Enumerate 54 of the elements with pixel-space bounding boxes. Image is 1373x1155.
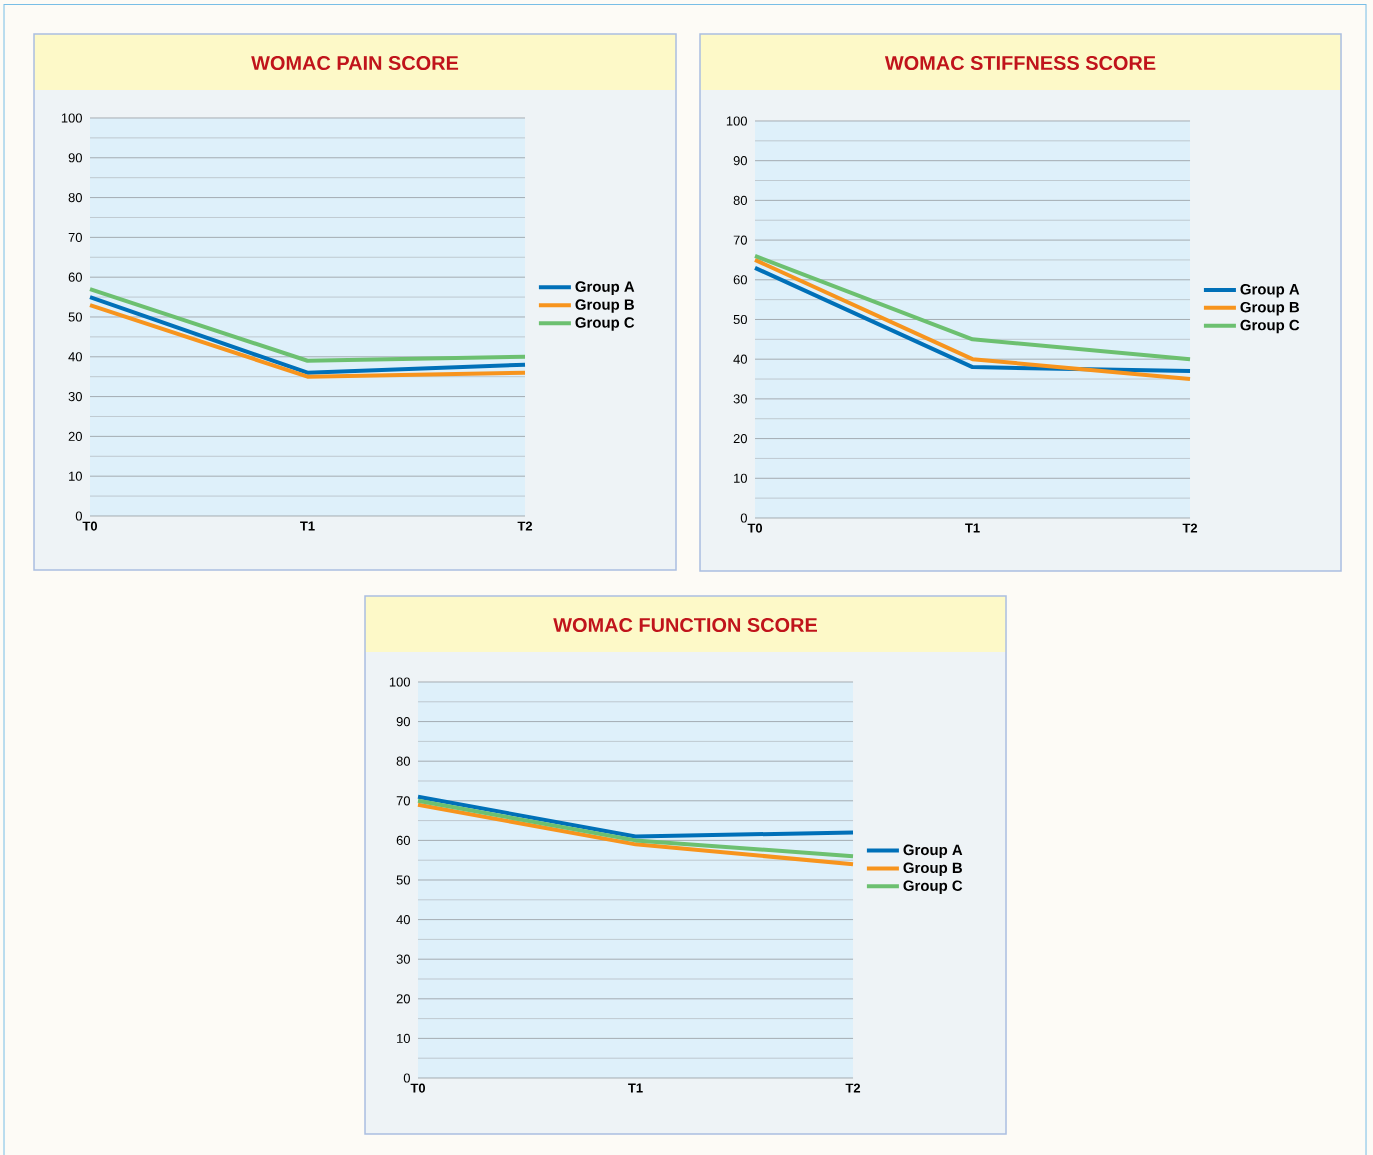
y-tick-label: 0 xyxy=(740,513,747,523)
y-tick-label: 40 xyxy=(733,354,747,364)
y-tick-label: 50 xyxy=(733,314,747,325)
y-tick-label: 0 xyxy=(75,511,82,521)
y-tick-label: 50 xyxy=(68,312,82,322)
y-tick-label: 30 xyxy=(396,954,410,964)
y-tick-label: 100 xyxy=(61,113,82,123)
x-tick-label: T2 xyxy=(517,521,533,531)
x-tick-label: T1 xyxy=(628,1083,643,1093)
y-tick-label: 20 xyxy=(396,994,410,1004)
x-tick-label: T1 xyxy=(965,523,980,533)
y-tick-label: 40 xyxy=(68,352,82,362)
legend-label: Group B xyxy=(903,862,962,877)
y-tick-label: 70 xyxy=(396,796,410,806)
y-tick-label: 10 xyxy=(734,473,747,483)
x-tick-label: T1 xyxy=(300,521,315,531)
legend-label: Group A xyxy=(1240,283,1300,298)
legend-label: Group B xyxy=(575,299,634,313)
legend-label: Group C xyxy=(903,880,963,894)
y-tick-label: 80 xyxy=(68,192,82,203)
legend-label: Group B xyxy=(1240,301,1299,316)
y-tick-label: 80 xyxy=(396,756,410,766)
y-tick-label: 100 xyxy=(726,116,747,126)
y-tick-label: 0 xyxy=(403,1073,410,1083)
x-tick-label: T2 xyxy=(1182,523,1198,533)
legend-label: Group C xyxy=(1240,319,1300,334)
y-tick-label: 90 xyxy=(396,717,410,727)
x-tick-label: T0 xyxy=(410,1083,426,1093)
y-tick-label: 60 xyxy=(733,275,747,285)
legend-label: Group C xyxy=(575,317,635,331)
chart-title: WOMAC FUNCTION SCORE xyxy=(553,617,817,633)
legend-label: Group A xyxy=(575,281,635,295)
legend-label: Group A xyxy=(903,844,963,859)
y-tick-label: 60 xyxy=(68,272,82,282)
x-tick-label: T2 xyxy=(845,1083,861,1093)
x-tick-label: T0 xyxy=(747,523,763,533)
y-tick-label: 70 xyxy=(733,235,747,245)
y-tick-label: 70 xyxy=(68,232,82,242)
y-tick-label: 60 xyxy=(396,835,410,845)
y-tick-label: 100 xyxy=(389,677,410,687)
y-tick-label: 40 xyxy=(396,915,410,925)
y-tick-label: 30 xyxy=(68,392,82,402)
y-tick-label: 20 xyxy=(733,434,747,444)
y-tick-label: 10 xyxy=(397,1033,410,1043)
y-tick-label: 30 xyxy=(733,394,747,404)
y-tick-label: 90 xyxy=(68,153,82,163)
y-tick-label: 50 xyxy=(396,875,410,885)
y-tick-label: 80 xyxy=(733,195,747,205)
chart-title: WOMAC STIFFNESS SCORE xyxy=(884,55,1156,71)
x-tick-label: T0 xyxy=(82,521,98,531)
chart-title: WOMAC PAIN SCORE xyxy=(251,55,459,71)
y-tick-label: 90 xyxy=(733,156,747,166)
y-tick-label: 20 xyxy=(68,431,82,441)
y-tick-label: 10 xyxy=(69,471,82,481)
